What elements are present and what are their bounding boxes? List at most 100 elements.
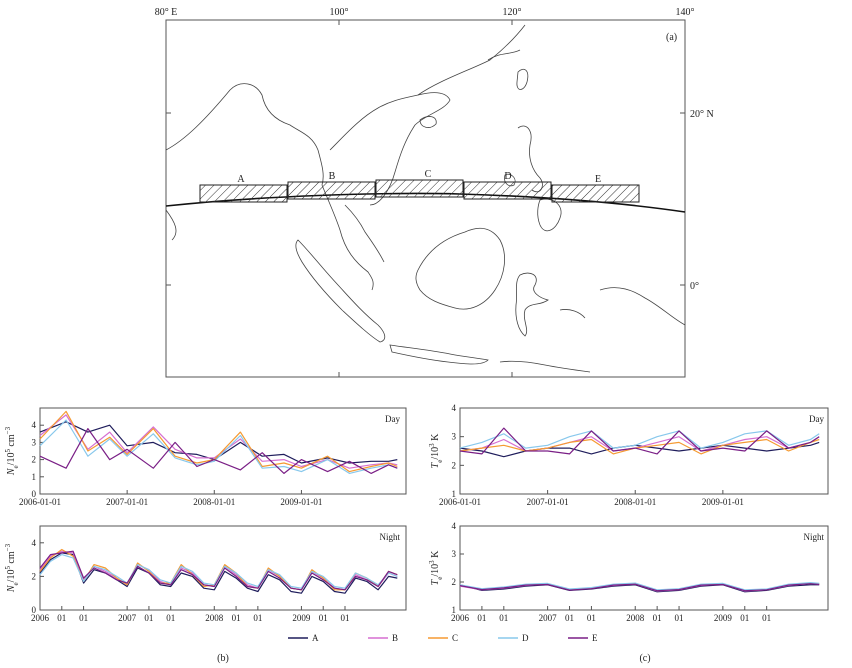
ylabel-main: N [6,467,17,476]
x-axis: 2006-01-01 2007-01-01 2008-01-01 2009-01-01 [439,490,744,507]
y-tick-label: 0 [32,605,37,615]
x-tick-label: 2009-01-01 [280,497,322,507]
legend-label-d: D [522,633,529,643]
region-boxes [199,179,640,203]
y-tick-label: 3 [452,432,457,442]
region-label-b: B [329,171,336,182]
x-tick-label: 2007 [118,613,137,623]
y-tick-label: 4 [452,521,457,531]
x-tick-label: 2007-01-01 [106,497,148,507]
x-axis: 2006 01 01 2007 01 01 2008 01 01 2009 01 01 [451,606,771,623]
lon-ticks [166,20,685,377]
x-tick-label: 2009 [714,613,733,623]
y-axis: 0 2 4 [32,538,44,615]
ylabel-sub: e [12,582,20,585]
y-axis: 1 2 3 4 [452,521,464,615]
lat-tick-label-0: 0° [690,281,699,292]
x-tick-label: 2008 [626,613,645,623]
series-line-e [459,583,820,592]
x-tick-label: 01 [166,613,175,623]
x-tick-label: 01 [740,613,749,623]
region-label-c: C [425,169,432,180]
x-tick-label: 01 [57,613,66,623]
panel-tag: Night [379,532,400,542]
region-label-a: A [237,174,245,185]
x-tick-label: 01 [762,613,771,623]
panel-c-caption: (c) [639,653,650,664]
ylabel-unit-exp: −3 [4,426,12,434]
ylabel-exp: 3 [428,443,436,447]
series-line-e [39,428,398,474]
region-box-d [463,181,552,200]
lon-tick-label-80: 80° E [155,7,178,18]
y-tick-label: 2 [32,571,37,581]
series-line-e [39,550,398,591]
x-axis: 2006 01 01 2007 01 01 2008 01 01 2009 01 01 [31,606,350,623]
x-tick-label: 01 [675,613,684,623]
legend-label-e: E [592,633,598,643]
series-line-d [459,581,820,591]
y-tick-label: 1 [32,472,37,482]
ylabel-rest: /10 [6,453,17,466]
coastlines [165,24,686,373]
x-tick-label: 2006 [451,613,470,623]
x-tick-label: 2009 [292,613,311,623]
lon-tick-label-120: 120° [503,7,522,18]
region-box-b [287,181,376,200]
ylabel-main: T [430,578,441,585]
y-tick-label: 2 [32,455,37,465]
ylabel-rest: /10 [430,447,441,460]
ylabel-unit: cm [6,551,17,566]
y-tick-label: 4 [452,403,457,413]
x-tick-label: 2007-01-01 [527,497,569,507]
ylabel-rest: /10 [430,564,441,577]
ylabel-unit: K [430,433,441,444]
series-layer [39,548,398,594]
y-tick-label: 1 [452,605,457,615]
y-axis-label: Ne/105 cm−3 [4,426,20,476]
series-line-c [39,410,398,473]
legend: A B C D E [288,633,598,643]
panel-tag: Day [809,414,824,424]
x-axis: 2006-01-01 2007-01-01 2008-01-01 2009-01-01 [19,490,322,507]
ylabel-main: T [430,461,441,468]
legend-label-b: B [392,633,398,643]
ylabel-main: N [6,584,17,593]
y-tick-label: 2 [452,460,457,470]
y-tick-label: 4 [32,538,37,548]
y-axis-label: Te/103 K [428,550,444,585]
panel-b-night: Night Ne/105 cm−3 024 2006 01 01 2007 01 01 20… [4,525,407,623]
y-axis-label: Ne/105 cm−3 [4,543,20,593]
ylabel-sub: e [436,460,444,463]
legend-label-a: A [312,633,319,643]
plot-frame [459,525,829,611]
lat-tick-label-20n: 20° N [690,109,714,120]
x-tick-label: 01 [79,613,88,623]
series-line-a [459,584,820,593]
ylabel-sub: e [436,577,444,580]
ylabel-exp: 5 [4,449,12,453]
y-tick-label: 3 [32,437,37,447]
y-tick-label: 3 [452,549,457,559]
series-layer [39,410,398,474]
panel-tag: Night [803,532,824,542]
region-label-d: D [504,171,511,182]
x-tick-label: 01 [499,613,508,623]
ylabel-exp: 5 [4,566,12,570]
x-tick-label: 01 [565,613,574,623]
x-tick-label: 2007 [539,613,558,623]
series-line-e [459,427,820,455]
legend-label-c: C [452,633,458,643]
x-tick-label: 01 [253,613,262,623]
ylabel-unit: K [430,550,441,561]
map-panel: (a) 80° E 100° 120° 140° 20° N 0° [155,7,714,378]
ylabel-sub: e [12,465,20,468]
series-line-c [459,438,820,455]
series-layer [459,581,820,593]
ylabel-exp: 3 [428,560,436,564]
panel-tag: Day [385,414,400,424]
x-tick-label: 2009-01-01 [702,497,744,507]
series-line-d [39,419,398,474]
x-tick-label: 01 [232,613,241,623]
